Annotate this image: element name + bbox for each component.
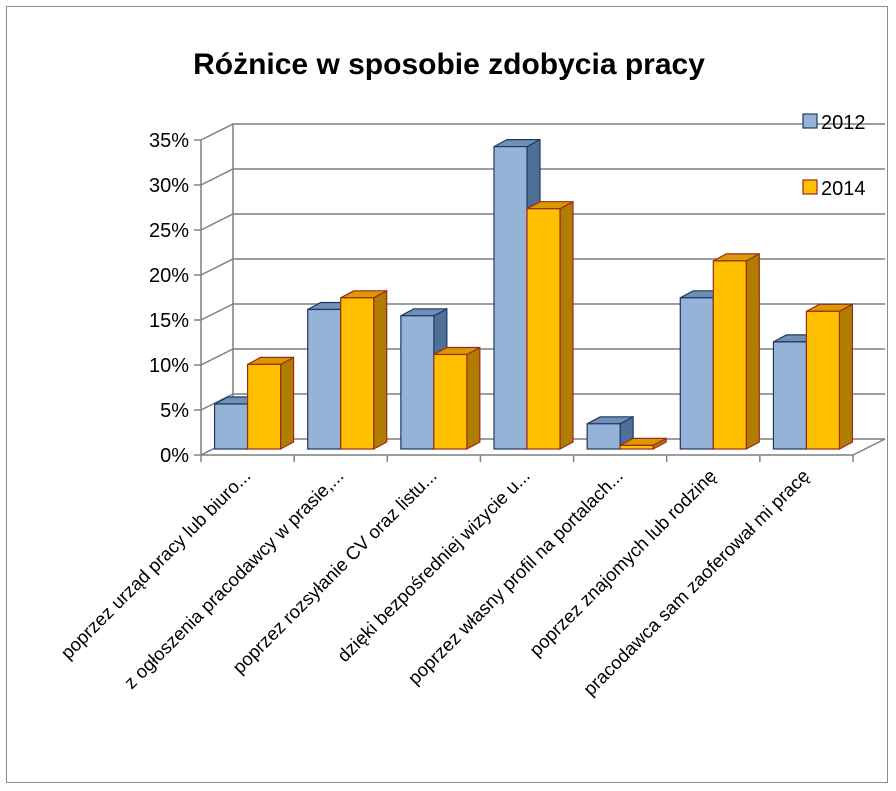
x-tick-label: poprzez rozsyłanie CV oraz listu... — [228, 465, 441, 678]
y-axis-ticks: 0% 5% 10% 15% 20% 25% 30% 35% — [149, 130, 201, 467]
bar-front — [433, 353, 468, 450]
x-axis — [200, 438, 886, 462]
bar-front — [772, 341, 808, 450]
bar-front — [340, 297, 375, 450]
bar — [805, 303, 854, 451]
floor-right-edge — [852, 438, 886, 456]
gridline — [200, 123, 885, 141]
y-tick-label: 20% — [149, 265, 189, 287]
y-tick-label: 5% — [160, 400, 189, 422]
bar — [340, 289, 388, 451]
gridline — [200, 303, 885, 321]
gridline — [200, 393, 885, 411]
bar-front — [400, 315, 435, 450]
bar-front — [805, 310, 841, 450]
bar-chart: Różnice w sposobie zdobycia pracy 0% 5% 10… — [56, 48, 886, 699]
y-tick-label: 35% — [149, 130, 189, 152]
y-tick-label: 15% — [149, 310, 189, 332]
bar — [619, 437, 667, 451]
bar — [526, 200, 574, 451]
bar — [246, 356, 295, 451]
y-tick-label: 25% — [149, 220, 189, 242]
bar — [712, 252, 760, 451]
x-axis-labels: poprzez urząd pracy lub biuro...z ogłosz… — [56, 465, 813, 699]
bar-front — [619, 444, 654, 450]
legend-swatch — [802, 179, 818, 195]
bar-side — [373, 289, 388, 451]
bar-side — [745, 252, 760, 451]
legend-label: 2014 — [821, 178, 866, 200]
y-tick-label: 0% — [160, 445, 189, 467]
bar-front — [526, 208, 561, 450]
bar — [433, 346, 481, 451]
x-tick-label: poprzez znajomych lub rodzinę — [525, 465, 720, 660]
gridline — [200, 258, 885, 276]
gridline — [200, 348, 885, 366]
x-tick-label: poprzez urząd pracy lub biuro... — [56, 465, 254, 663]
x-tick-label: dzięki bezpośredniej wizycie u... — [333, 465, 534, 666]
bar-side — [279, 356, 295, 451]
chart-frame: Różnice w sposobie zdobycia pracy 0% 5% 10… — [6, 6, 888, 783]
y-tick-label: 30% — [149, 175, 189, 197]
bar-side — [838, 303, 854, 451]
legend-swatch — [802, 113, 818, 129]
bar-front — [679, 297, 714, 450]
bars — [213, 138, 854, 451]
chart-title: Różnice w sposobie zdobycia pracy — [193, 48, 705, 81]
bar-front — [493, 146, 528, 450]
gridlines — [200, 123, 885, 456]
gridline — [200, 168, 885, 186]
bar-front — [307, 308, 342, 450]
legend: 2012 2014 — [802, 112, 866, 200]
y-tick-label: 10% — [149, 355, 189, 377]
bar-front — [586, 423, 621, 450]
bar-front — [246, 363, 282, 450]
bar-side — [559, 200, 574, 451]
legend-label: 2012 — [821, 112, 866, 134]
bar-front — [213, 403, 249, 450]
bar-front — [712, 260, 747, 450]
gridline — [200, 213, 885, 231]
bar-side — [466, 346, 481, 451]
